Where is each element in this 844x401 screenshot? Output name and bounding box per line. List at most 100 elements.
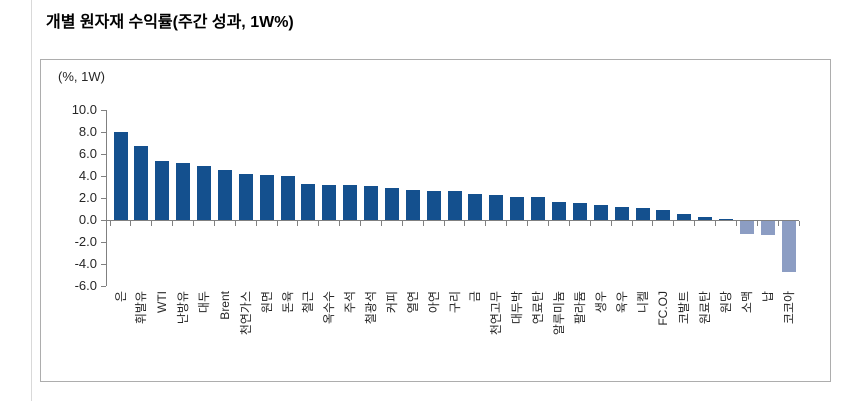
- x-axis-tick-mark: [715, 221, 716, 226]
- x-axis-tick-mark: [506, 221, 507, 226]
- x-axis-label: 열연: [405, 291, 420, 314]
- y-axis-tick-mark: [101, 220, 106, 221]
- x-axis-label: 알루미늄: [551, 291, 566, 336]
- x-axis-label: 난방유: [176, 291, 191, 325]
- x-axis-label: 철광석: [364, 291, 379, 325]
- bar: [573, 203, 587, 220]
- x-axis-label: 팔라듐: [572, 291, 587, 325]
- bar: [552, 202, 566, 220]
- x-axis-tick-mark: [130, 221, 131, 226]
- x-axis-tick-mark: [151, 221, 152, 226]
- x-axis-label: 철근: [301, 291, 316, 314]
- y-axis-tick-mark: [101, 198, 106, 199]
- x-axis-tick-mark: [214, 221, 215, 226]
- y-axis-tick-label: -6.0: [74, 278, 97, 293]
- x-axis-tick-mark: [339, 221, 340, 226]
- bar: [114, 132, 128, 220]
- chart-title: 개별 원자재 수익률(주간 성과, 1W%): [46, 14, 294, 31]
- x-axis-tick-mark: [569, 221, 570, 226]
- x-axis-tick-mark: [235, 221, 236, 226]
- y-axis-tick-label: 10.0: [71, 102, 97, 117]
- y-axis-tick-mark: [101, 154, 106, 155]
- x-axis-tick-mark: [485, 221, 486, 226]
- x-axis-label: WTI: [155, 291, 170, 313]
- y-axis-tick-mark: [101, 242, 106, 243]
- x-axis-label: 주석: [343, 291, 358, 314]
- x-axis-label: 연료탄: [531, 291, 546, 325]
- y-axis-tick-label: 4.0: [78, 168, 97, 183]
- x-axis-tick-mark: [381, 221, 382, 226]
- x-axis-label: 육우: [614, 291, 629, 314]
- x-axis-label: 천연고무: [489, 291, 504, 336]
- x-axis-tick-mark: [736, 221, 737, 226]
- bar: [322, 185, 336, 220]
- y-axis-tick-label: -2.0: [74, 234, 97, 249]
- document-left-rule: [31, 0, 32, 401]
- x-axis-label: 은: [113, 291, 128, 303]
- bar: [510, 197, 524, 220]
- x-axis-label: 원료탄: [698, 291, 713, 325]
- bar: [698, 217, 712, 220]
- x-axis-tick-mark: [297, 221, 298, 226]
- x-axis-label: 원면: [259, 291, 274, 314]
- bar: [176, 163, 190, 220]
- x-axis-tick-mark: [256, 221, 257, 226]
- x-axis-label: 생우: [593, 291, 608, 314]
- bar: [427, 191, 441, 220]
- x-axis-label: 커피: [384, 291, 399, 314]
- x-axis-tick-mark: [548, 221, 549, 226]
- bar: [155, 161, 169, 220]
- bar: [656, 210, 670, 220]
- x-axis-tick-mark: [778, 221, 779, 226]
- bar: [134, 146, 148, 220]
- x-axis-label: 코발트: [677, 291, 692, 325]
- y-axis-tick-label: 2.0: [78, 190, 97, 205]
- bar: [448, 191, 462, 220]
- bar: [531, 197, 545, 220]
- x-axis-label: Brent: [217, 291, 232, 320]
- bar: [364, 186, 378, 220]
- bar: [615, 207, 629, 220]
- bar: [343, 185, 357, 220]
- x-axis-label: 천연가스: [238, 291, 253, 336]
- x-axis-label: 코코아: [781, 291, 796, 325]
- x-axis-label: 옥수수: [322, 291, 337, 325]
- y-axis-tick-label: 0.0: [78, 212, 97, 227]
- y-axis-tick-label: 8.0: [78, 124, 97, 139]
- x-axis-tick-mark: [193, 221, 194, 226]
- x-axis-tick-mark: [172, 221, 173, 226]
- unit-label: (%, 1W): [58, 69, 105, 84]
- x-axis-tick-mark: [423, 221, 424, 226]
- y-axis-tick-label: -4.0: [74, 256, 97, 271]
- bar: [636, 208, 650, 220]
- bar: [239, 174, 253, 220]
- bar: [782, 221, 796, 272]
- bar: [594, 205, 608, 220]
- bar: [761, 221, 775, 235]
- y-axis-tick-mark: [101, 132, 106, 133]
- x-axis-label: 대두: [197, 291, 212, 314]
- x-axis-label: FC.OJ: [656, 291, 671, 326]
- bar: [260, 175, 274, 220]
- y-axis-tick-mark: [101, 110, 106, 111]
- x-axis-tick-mark: [360, 221, 361, 226]
- x-axis-label: 소맥: [739, 291, 754, 314]
- bar: [719, 219, 733, 220]
- x-axis-tick-mark: [694, 221, 695, 226]
- bar: [406, 190, 420, 220]
- x-axis-tick-mark: [527, 221, 528, 226]
- x-axis-label: 대두박: [510, 291, 525, 325]
- x-axis-tick-mark: [757, 221, 758, 226]
- x-axis-line: [106, 220, 799, 221]
- bar: [281, 176, 295, 220]
- bar: [218, 170, 232, 220]
- x-axis-label: 아연: [426, 291, 441, 314]
- x-axis-tick-mark: [611, 221, 612, 226]
- x-axis-tick-mark: [590, 221, 591, 226]
- bar: [489, 195, 503, 220]
- x-axis-label: 납: [760, 291, 775, 303]
- bar: [197, 166, 211, 220]
- x-axis-tick-mark: [464, 221, 465, 226]
- x-axis-tick-mark: [632, 221, 633, 226]
- bar: [677, 214, 691, 220]
